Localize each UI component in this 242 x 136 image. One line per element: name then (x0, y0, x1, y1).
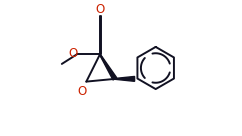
Polygon shape (115, 76, 135, 81)
Text: O: O (95, 3, 105, 16)
Text: O: O (78, 85, 87, 98)
Text: O: O (68, 47, 77, 60)
Polygon shape (99, 54, 117, 80)
